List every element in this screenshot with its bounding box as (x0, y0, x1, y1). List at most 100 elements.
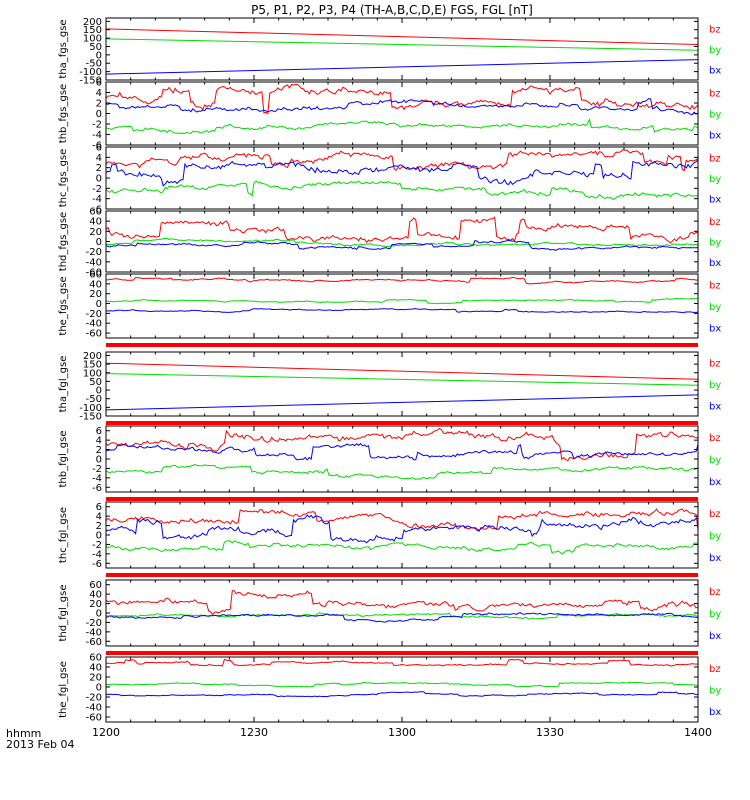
y-tick-label: -20 (86, 247, 102, 258)
panel-separator (106, 651, 698, 655)
y-tick-label: -60 (86, 713, 102, 724)
y-tick-label: 60 (89, 653, 102, 664)
series-line-bx (106, 59, 698, 75)
y-tick-label: 0 (96, 455, 102, 466)
y-tick-label: -4 (92, 130, 102, 141)
x-tick-label: 1300 (388, 726, 416, 739)
y-tick-label: 200 (83, 351, 102, 362)
y-tick-label: 20 (89, 227, 102, 238)
y-tick-label: -20 (86, 693, 102, 704)
y-tick-label: 40 (89, 663, 102, 674)
y-tick-label: -2 (92, 464, 102, 475)
y-tick-label: 20 (89, 289, 102, 300)
legend-label-by: by (709, 110, 721, 121)
series-line-by (106, 540, 698, 555)
legend-label-by: by (709, 609, 721, 620)
series-line-bz (106, 658, 698, 667)
series-group (106, 427, 698, 480)
legend-label-bz: bz (709, 509, 721, 520)
y-tick-label: 6 (96, 426, 102, 437)
x-tick-label: 1330 (536, 726, 564, 739)
y-tick-label: 4 (96, 436, 102, 447)
series-group (106, 658, 698, 698)
y-tick-label: -2 (92, 540, 102, 551)
y-tick-label: -50 (86, 59, 102, 70)
y-axis-label: tha_fgs_gse (58, 19, 69, 78)
panel-separator (106, 573, 698, 577)
y-tick-label: -6 (92, 483, 102, 494)
series-line-by (106, 373, 698, 386)
legend-label-bx: bx (709, 66, 721, 77)
legend-label-bz: bz (709, 89, 721, 100)
legend-label-bx: bx (709, 631, 721, 642)
legend-label-bz: bz (709, 217, 721, 228)
legend-label-bz: bz (709, 359, 721, 370)
y-tick-label: 40 (89, 217, 102, 228)
y-tick-label: 40 (89, 279, 102, 290)
y-tick-label: -60 (86, 637, 102, 648)
legend-label-by: by (709, 455, 721, 466)
y-tick-label: -40 (86, 627, 102, 638)
y-tick-label: 60 (89, 580, 102, 591)
series-line-bx (106, 98, 698, 116)
y-tick-label: 0 (96, 50, 102, 61)
y-tick-label: 50 (89, 377, 102, 388)
y-axis-label: thb_fgs_gse (58, 84, 69, 143)
y-tick-label: 0 (96, 531, 102, 542)
series-line-by (106, 464, 698, 480)
y-axis-label: thc_fgl_gse (58, 507, 69, 563)
legend-label-bz: bz (709, 664, 721, 675)
y-tick-label: 20 (89, 673, 102, 684)
series-line-bz (106, 83, 698, 115)
y-axis-label: thc_fgs_gse (58, 149, 69, 208)
y-tick-label: -6 (92, 205, 102, 216)
legend-label-by: by (709, 174, 721, 185)
panel-frame (105, 579, 699, 647)
date-label: 2013 Feb 04 (6, 738, 74, 751)
y-tick-label: 200 (83, 17, 102, 28)
y-tick-label: 0 (96, 109, 102, 120)
series-line-by (106, 180, 698, 201)
y-tick-label: 60 (89, 207, 102, 218)
y-tick-label: -100 (79, 403, 102, 414)
y-tick-label: -2 (92, 184, 102, 195)
legend-label-bx: bx (709, 401, 721, 412)
series-line-bx (106, 239, 698, 251)
legend-label-bx: bx (709, 195, 721, 206)
time-unit-label: hhmm (6, 727, 41, 740)
series-line-by (106, 118, 698, 135)
y-tick-label: -100 (79, 67, 102, 78)
y-axis-label: thb_fgl_gse (58, 431, 69, 488)
series-line-bx (106, 442, 698, 461)
y-tick-label: 4 (96, 153, 102, 164)
x-tick-label: 1200 (92, 726, 120, 739)
y-tick-label: 100 (83, 34, 102, 45)
x-tick-label: 1400 (684, 726, 712, 739)
y-tick-label: 2 (96, 445, 102, 456)
series-group (106, 28, 698, 75)
y-tick-label: -4 (92, 194, 102, 205)
y-tick-label: -20 (86, 618, 102, 629)
legend-label-by: by (709, 302, 721, 313)
legend-label-by: by (709, 686, 721, 697)
y-tick-label: -4 (92, 473, 102, 484)
legend-label-bx: bx (709, 258, 721, 269)
series-line-bz (106, 149, 698, 172)
y-tick-label: 0 (96, 609, 102, 620)
chart-title: P5, P1, P2, P3, P4 (TH-A,B,C,D,E) FGS, F… (251, 3, 533, 17)
legend-label-bz: bz (709, 587, 721, 598)
y-tick-label: 4 (96, 88, 102, 99)
series-line-bx (106, 691, 698, 698)
y-tick-label: 0 (96, 299, 102, 310)
series-line-bx (106, 612, 698, 623)
panel-frame (105, 81, 699, 146)
legend-label-bz: bz (709, 281, 721, 292)
legend-label-bx: bx (709, 477, 721, 488)
